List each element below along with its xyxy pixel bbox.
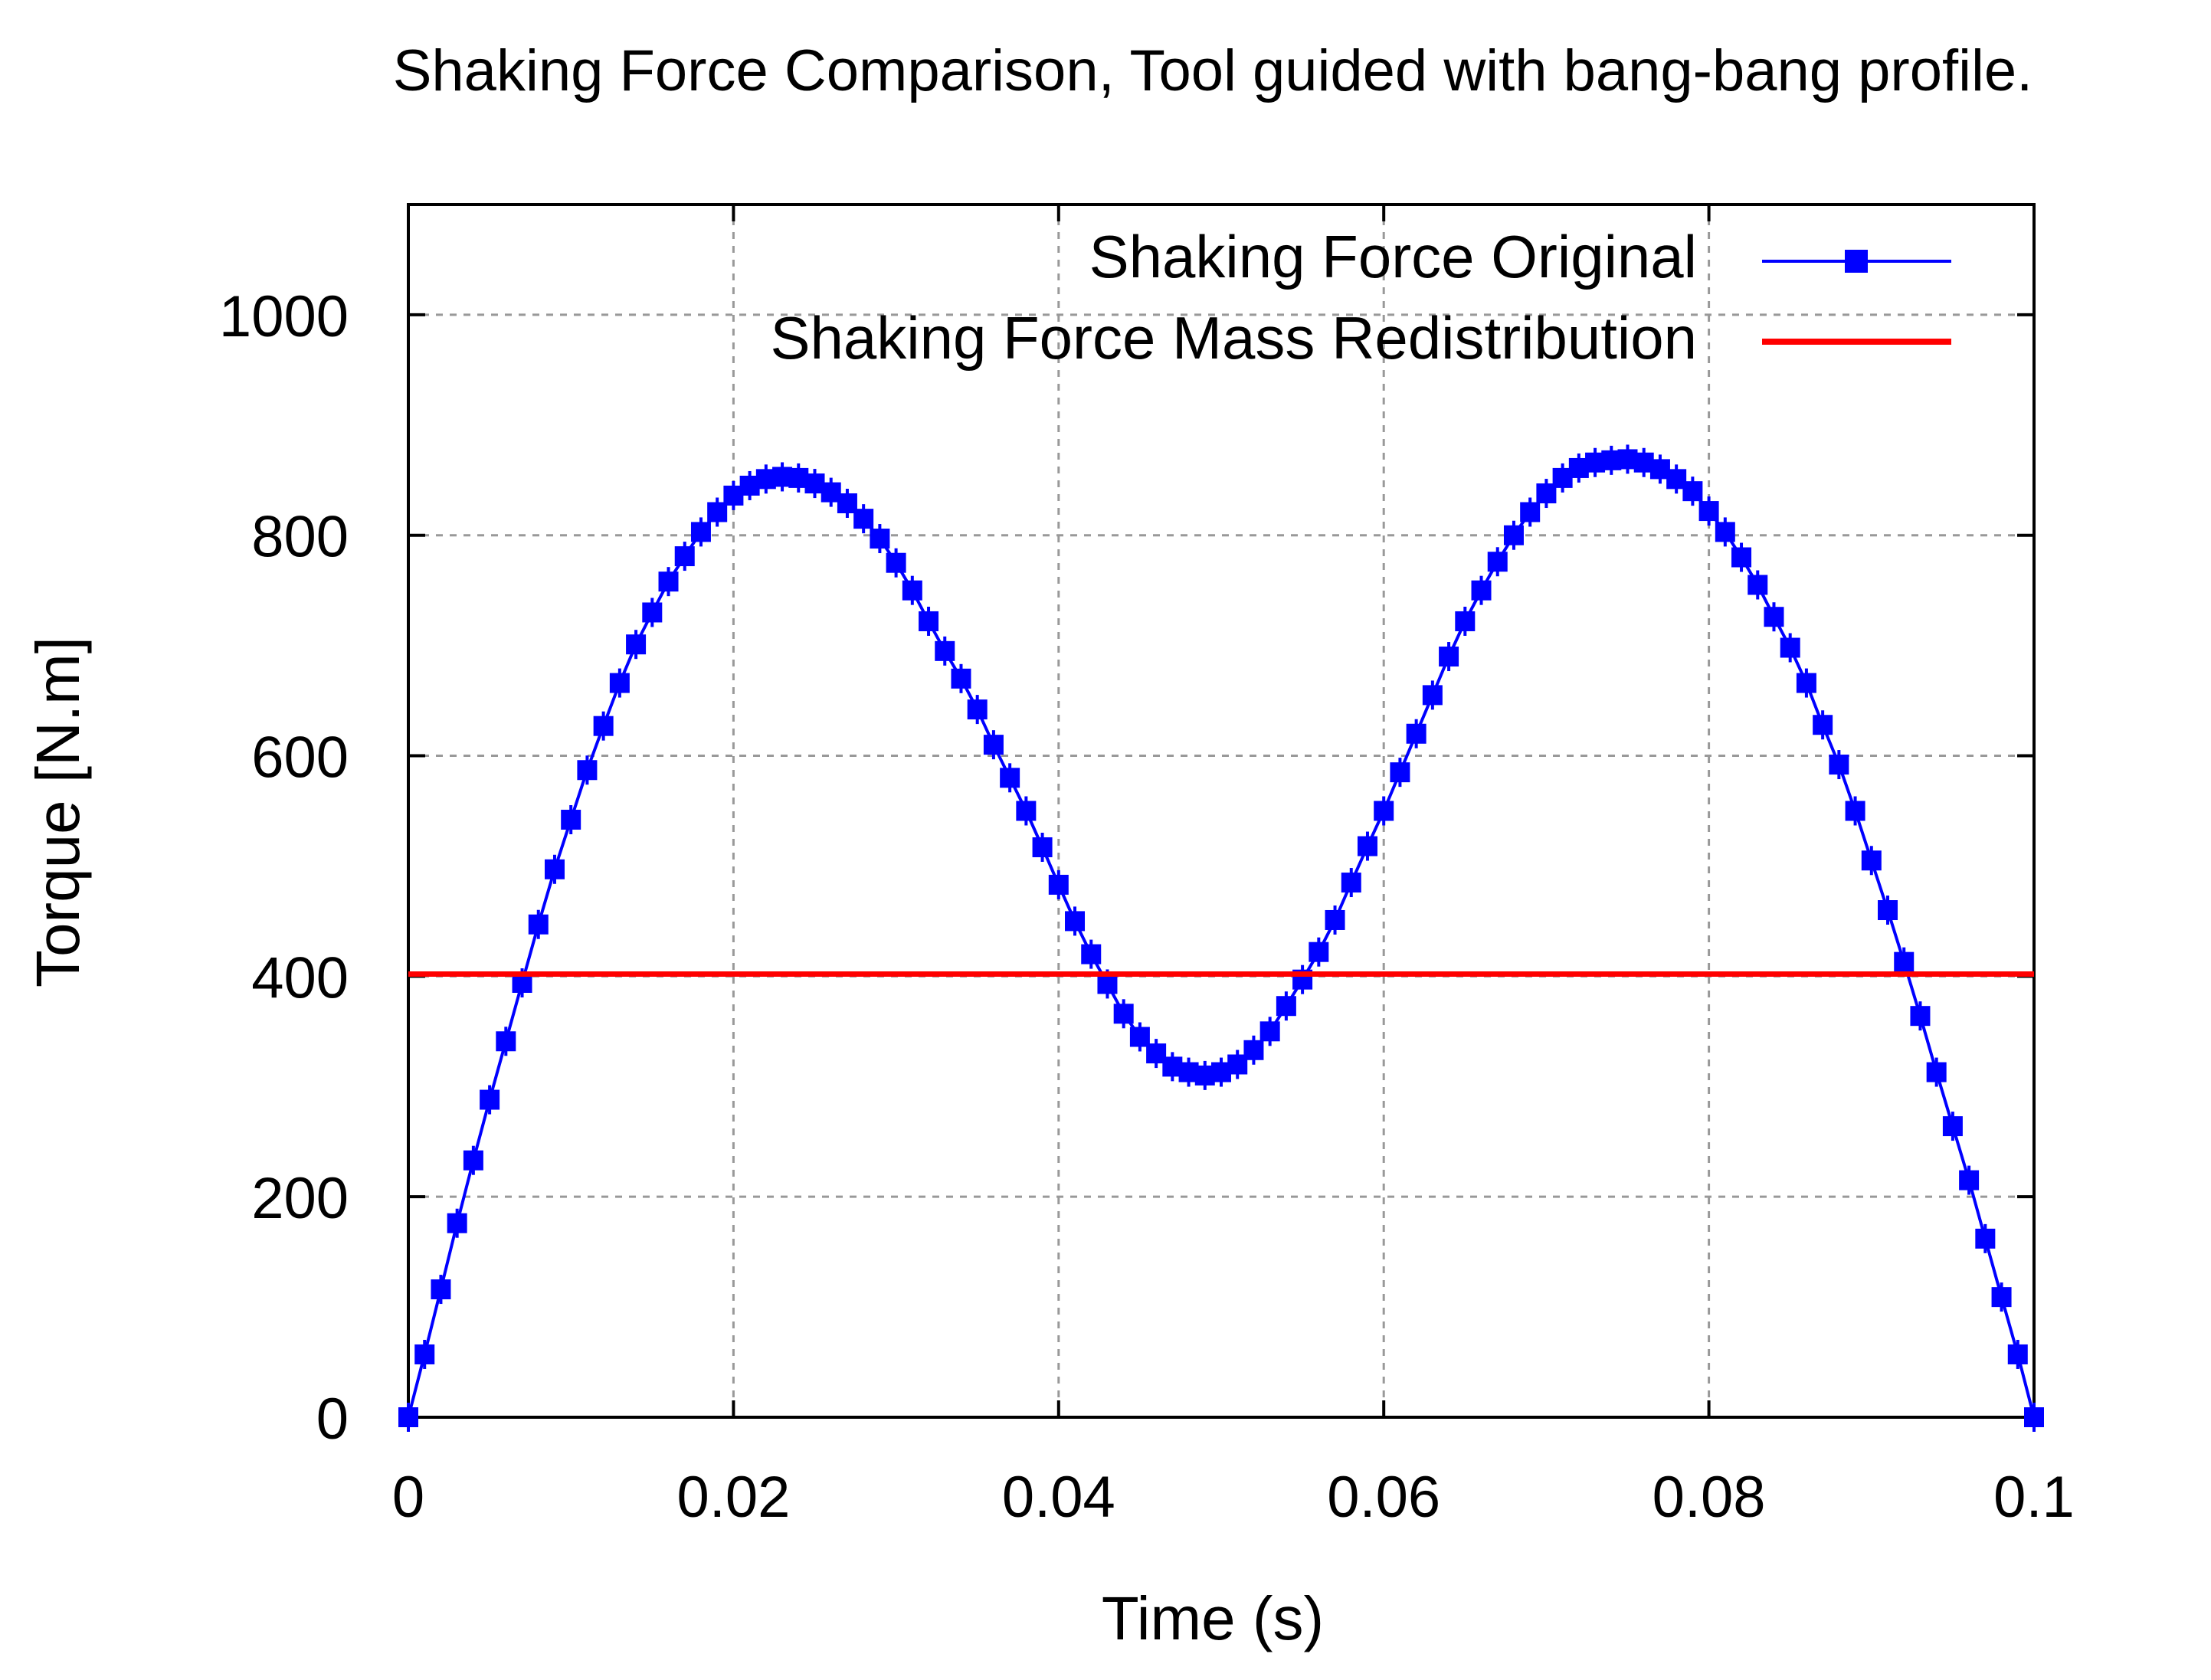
legend-label-redistribution: Shaking Force Mass Redistribution: [770, 304, 1697, 372]
x-tick-label: 0.02: [676, 1465, 790, 1530]
y-tick-label: 0: [316, 1387, 349, 1452]
legend-label-original: Shaking Force Original: [1089, 223, 1697, 290]
chart-title: Shaking Force Comparison, Tool guided wi…: [393, 38, 2033, 103]
x-tick-labels: 0 0.02 0.04 0.06 0.08 0.1: [392, 1465, 2075, 1530]
x-tick-label: 0.1: [1993, 1465, 2075, 1530]
y-tick-label: 600: [251, 725, 349, 791]
legend: Shaking Force Original Shaking Force Mas…: [770, 223, 1951, 372]
y-tick-label: 1000: [219, 284, 349, 349]
x-tick-label: 0.04: [1002, 1465, 1115, 1530]
x-axis-label: Time (s): [1102, 1584, 1324, 1652]
grid: [408, 205, 2034, 1417]
y-tick-labels: 0 200 400 600 800 1000: [219, 284, 349, 1452]
x-tick-label: 0.08: [1653, 1465, 1766, 1530]
y-axis-label: Torque [N.m]: [24, 637, 92, 987]
y-tick-label: 400: [251, 945, 349, 1010]
x-tick-label: 0.06: [1327, 1465, 1440, 1530]
y-tick-label: 800: [251, 505, 349, 570]
legend-marker-original: [1845, 250, 1868, 273]
x-tick-label: 0: [392, 1465, 424, 1530]
tick-marks: [407, 205, 2036, 1419]
plot-frame: [407, 203, 2036, 1419]
series-layer: [398, 444, 2044, 1432]
y-tick-label: 200: [251, 1166, 349, 1231]
